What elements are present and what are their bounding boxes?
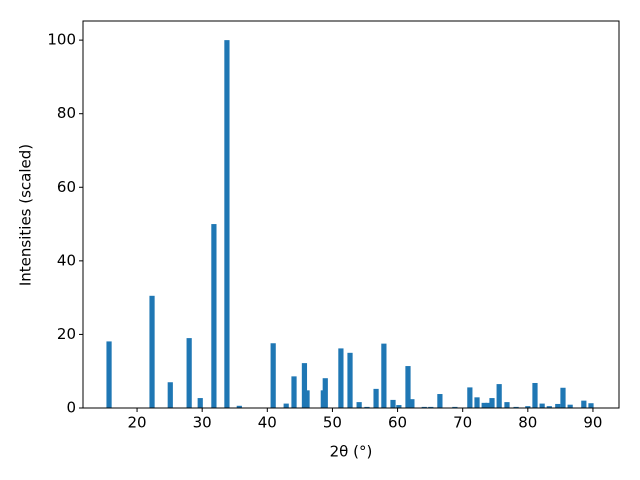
bar [373, 388, 379, 408]
y-tick-label: 40 [57, 251, 76, 269]
plot-frame [82, 20, 620, 409]
bar [364, 406, 370, 408]
bar [304, 390, 310, 408]
y-tick-label: 80 [57, 104, 76, 122]
bar [347, 352, 353, 408]
bar [560, 387, 566, 408]
bar [390, 399, 396, 408]
y-tick-label: 100 [47, 31, 76, 49]
bar [421, 406, 427, 408]
bar [504, 402, 510, 408]
bar [513, 406, 519, 408]
y-axis-label: Intensities (scaled) [17, 144, 35, 286]
bar [437, 394, 443, 408]
x-tick-label: 80 [518, 414, 537, 432]
bar [224, 40, 230, 409]
bar [539, 403, 545, 408]
y-tick-label: 20 [57, 325, 76, 343]
bar [474, 397, 480, 408]
y-tick-label: 0 [66, 399, 76, 417]
bar [525, 406, 531, 408]
bar [481, 402, 487, 408]
bar [211, 224, 217, 408]
bar [301, 363, 308, 408]
bar [489, 398, 495, 408]
x-tick-label: 90 [583, 414, 602, 432]
bar [452, 406, 458, 408]
bar [428, 406, 434, 408]
x-axis-label: 2θ (°) [330, 443, 373, 461]
bar [485, 402, 491, 408]
bar [149, 295, 155, 408]
bar [197, 398, 203, 408]
bar [546, 406, 552, 408]
bar [270, 343, 276, 408]
bar [581, 400, 587, 408]
bar [405, 366, 411, 408]
bar [467, 387, 473, 408]
x-tick-label: 20 [128, 414, 147, 432]
bar [381, 343, 387, 408]
bar [291, 376, 297, 408]
bar [555, 403, 561, 408]
bar [322, 378, 328, 408]
bar [409, 399, 415, 408]
x-tick-label: 50 [323, 414, 342, 432]
x-tick-label: 70 [453, 414, 472, 432]
bar [106, 341, 112, 408]
bar [396, 405, 402, 408]
bar [283, 403, 289, 408]
bar [338, 348, 344, 408]
bar [532, 382, 538, 408]
bar [236, 405, 242, 408]
bar [496, 384, 502, 408]
x-tick-label: 60 [388, 414, 407, 432]
bar [567, 404, 573, 408]
bar [186, 338, 192, 408]
bar [167, 382, 173, 408]
y-tick-label: 60 [57, 178, 76, 196]
bar [356, 402, 362, 408]
x-tick-label: 40 [258, 414, 277, 432]
bar [588, 403, 594, 408]
x-tick-label: 30 [193, 414, 212, 432]
